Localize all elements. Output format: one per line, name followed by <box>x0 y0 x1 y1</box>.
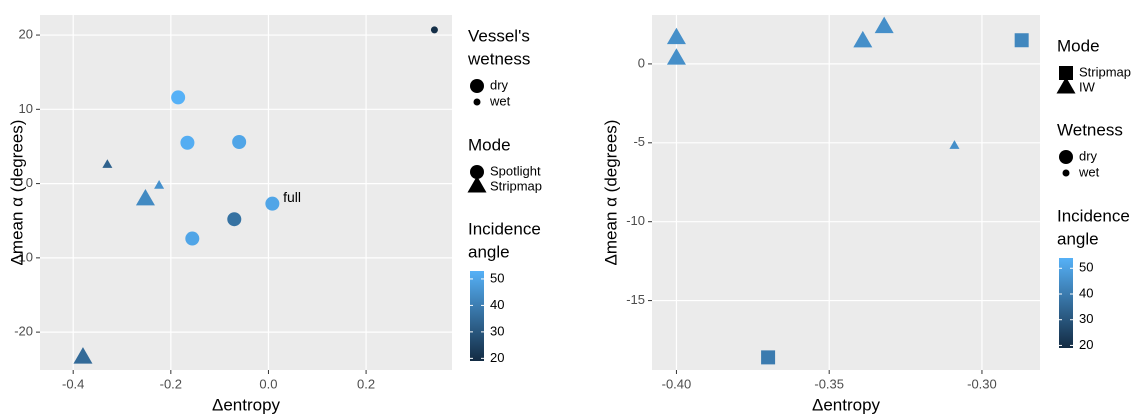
x-tick-label: 0.2 <box>357 376 375 391</box>
data-point <box>102 159 113 168</box>
data-point <box>666 48 686 65</box>
y-axis-title: Δmean α (degrees) <box>7 120 26 266</box>
data-point <box>430 26 438 34</box>
legend-key <box>1062 169 1070 177</box>
color-bar <box>1059 258 1073 348</box>
legend-label: 20 <box>490 350 504 365</box>
y-tick-label: 0 <box>26 175 33 190</box>
legend-title: Vessel's <box>468 26 530 45</box>
x-axis-title: Δentropy <box>212 395 281 414</box>
y-tick-label: 20 <box>19 26 33 41</box>
y-tick-label: -15 <box>626 292 645 307</box>
legend-label: dry <box>490 77 509 92</box>
y-tick-label: -10 <box>626 213 645 228</box>
legend-key <box>470 165 484 179</box>
x-tick-label: -0.40 <box>662 376 692 391</box>
data-point <box>265 196 280 211</box>
data-point <box>666 27 686 45</box>
legend-key <box>467 176 487 193</box>
x-tick-label: -0.30 <box>967 376 997 391</box>
data-point <box>185 231 200 246</box>
annotation: full <box>283 189 301 205</box>
legend-label: 50 <box>490 270 504 285</box>
x-tick-label: -0.4 <box>62 376 84 391</box>
legend-label: IW <box>1079 79 1096 94</box>
data-point <box>1014 33 1029 48</box>
legend-key <box>1056 77 1076 94</box>
plot-background <box>652 15 1040 370</box>
y-tick-label: -5 <box>633 134 645 149</box>
legend-label: 40 <box>1079 285 1093 300</box>
legend-title: Mode <box>468 135 511 154</box>
legend-title: angle <box>468 242 510 261</box>
legend-label: 20 <box>1079 337 1093 352</box>
y-tick-label: -20 <box>14 324 33 339</box>
legend-key <box>1059 150 1073 164</box>
legend-label: 30 <box>1079 311 1093 326</box>
data-point <box>154 180 165 189</box>
data-point <box>171 90 186 105</box>
legend-title: Incidence <box>468 219 541 238</box>
legend-key <box>473 98 481 106</box>
data-point <box>874 16 894 34</box>
legend-title: Incidence <box>1057 206 1130 225</box>
color-bar <box>470 271 484 361</box>
legend-key <box>1059 66 1073 80</box>
data-point <box>73 347 93 364</box>
y-tick-label: -10 <box>14 249 33 264</box>
legend-label: Spotlight <box>490 163 541 178</box>
data-point <box>853 30 873 48</box>
x-tick-label: 0.0 <box>259 376 277 391</box>
data-point <box>761 350 776 365</box>
legend-label: dry <box>1079 148 1098 163</box>
legend-title: Mode <box>1057 36 1100 55</box>
data-point <box>949 140 960 149</box>
legend-label: Stripmap <box>490 178 542 193</box>
legend-label: 30 <box>490 323 504 338</box>
legend-key <box>470 79 484 93</box>
plot-background <box>40 15 452 370</box>
legend-title: Wetness <box>1057 120 1123 139</box>
legend-label: 40 <box>490 297 504 312</box>
data-point <box>232 134 247 149</box>
x-tick-label: -0.35 <box>814 376 844 391</box>
y-tick-label: 0 <box>638 55 645 70</box>
x-tick-label: -0.2 <box>160 376 182 391</box>
legend-title: wetness <box>467 49 530 68</box>
legend-label: 50 <box>1079 260 1093 275</box>
legend-title: angle <box>1057 229 1099 248</box>
y-tick-label: 10 <box>19 101 33 116</box>
data-point <box>227 212 242 227</box>
legend-label: wet <box>1078 164 1100 179</box>
x-axis-title: Δentropy <box>812 395 881 414</box>
y-axis-title: Δmean α (degrees) <box>601 120 620 266</box>
legend-label: wet <box>489 93 511 108</box>
data-point <box>180 135 195 150</box>
legend-label: Stripmap <box>1079 64 1131 79</box>
data-point <box>135 188 155 206</box>
